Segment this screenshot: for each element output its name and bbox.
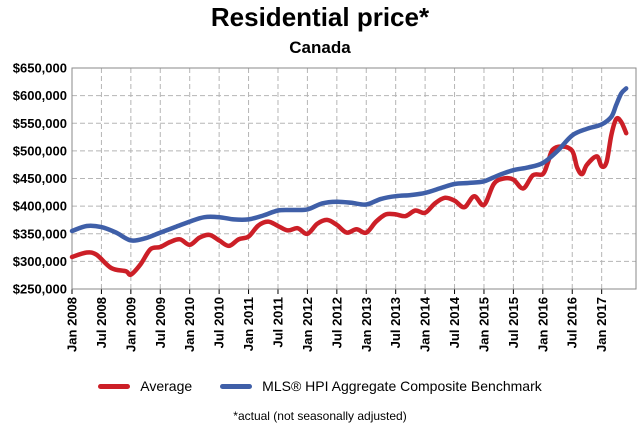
chart-title: Residential price* — [210, 2, 430, 32]
y-tick-label: $250,000 — [13, 282, 67, 297]
x-tick-label: Jul 2012 — [329, 297, 344, 348]
x-tick-label: Jan 2009 — [123, 297, 138, 352]
series-lines — [69, 86, 629, 278]
x-tick-label: Jan 2015 — [476, 297, 491, 352]
x-tick-label: Jul 2016 — [565, 297, 580, 348]
x-tick-label: Jan 2008 — [65, 297, 80, 352]
x-tick-label: Jul 2014 — [447, 296, 462, 348]
x-tick-label: Jul 2015 — [506, 297, 521, 348]
legend-item-hpi: MLS® HPI Aggregate Composite Benchmark — [220, 378, 542, 394]
x-tick-label: Jan 2013 — [359, 297, 374, 352]
x-tick-label: Jan 2012 — [300, 297, 315, 352]
x-tick-label: Jul 2013 — [388, 297, 403, 348]
grid — [71, 67, 636, 290]
x-tick-label: Jan 2010 — [182, 297, 197, 352]
legend-item-average: Average — [98, 378, 192, 394]
legend-swatch-average — [98, 383, 131, 389]
axes: $250,000 $300,000 $350,000 $400,000 $450,000… — [13, 61, 637, 352]
x-tick-label: Jan 2017 — [594, 297, 609, 352]
footnote: *actual (not seasonally adjusted) — [233, 409, 407, 423]
y-tick-label: $500,000 — [13, 143, 67, 158]
y-tick-label: $400,000 — [13, 199, 67, 214]
legend-label-hpi: MLS® HPI Aggregate Composite Benchmark — [262, 378, 542, 394]
series-line-average — [69, 115, 629, 278]
x-tick-label: Jan 2016 — [535, 297, 550, 352]
y-tick-label: $650,000 — [13, 61, 67, 76]
y-tick-label: $600,000 — [13, 88, 67, 103]
x-tick-label: Jul 2009 — [153, 297, 168, 348]
series-line-hpi — [69, 86, 629, 243]
y-tick-label: $300,000 — [13, 254, 67, 269]
x-tick-label: Jul 2008 — [94, 297, 109, 348]
y-tick-label: $550,000 — [13, 116, 67, 131]
plot-area-border — [71, 67, 637, 290]
x-tick-label: Jul 2011 — [270, 297, 285, 348]
legend-swatch-hpi — [220, 383, 253, 389]
x-tick-label: Jan 2014 — [418, 296, 433, 352]
legend-label-average: Average — [140, 378, 193, 394]
chart-subtitle: Canada — [289, 38, 351, 57]
x-tick-label: Jul 2010 — [212, 297, 227, 348]
y-tick-label: $350,000 — [13, 226, 67, 241]
y-tick-label: $450,000 — [13, 171, 67, 186]
legend: Average MLS® HPI Aggregate Composite Ben… — [0, 378, 640, 394]
x-tick-label: Jan 2011 — [241, 297, 256, 351]
